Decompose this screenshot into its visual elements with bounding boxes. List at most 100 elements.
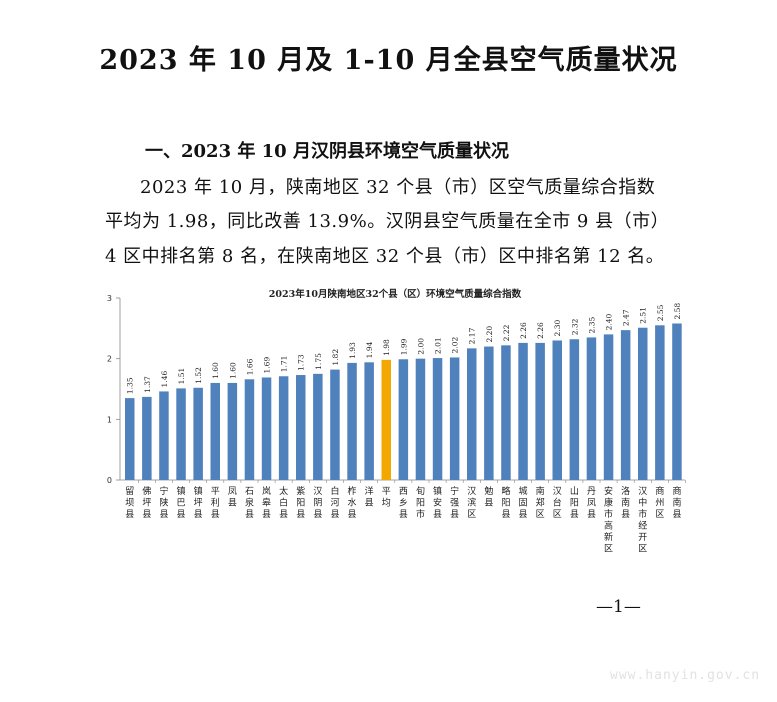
category-label: 汉滨区 xyxy=(467,486,476,520)
bar-value-label: 2.01 xyxy=(434,337,443,354)
bar-value-label: 1.71 xyxy=(280,356,289,373)
section-heading: 一、2023 年 10 月汉阴县环境空气质量状况 xyxy=(145,141,509,162)
category-label: 镇安县 xyxy=(433,485,442,520)
category-label: 汉台区 xyxy=(553,486,562,520)
bar xyxy=(244,379,255,480)
bar xyxy=(415,358,426,480)
category-label: 洛南县 xyxy=(621,485,630,520)
category-label: 太白县 xyxy=(279,485,288,520)
bar xyxy=(535,342,545,480)
category-label: 镇巴县 xyxy=(177,485,186,520)
bar-value-label: 2.17 xyxy=(468,327,477,344)
bar-value-label: 1.99 xyxy=(399,338,408,355)
category-label: 凤县 xyxy=(228,486,237,509)
category-label: 洋县 xyxy=(365,485,374,509)
bar xyxy=(484,346,494,480)
bar-value-label: 1.60 xyxy=(211,362,220,379)
bar xyxy=(159,391,169,480)
bar-value-label: 2.00 xyxy=(416,338,425,355)
bar-value-label: 1.51 xyxy=(177,368,186,385)
bar xyxy=(313,373,323,480)
bar xyxy=(552,340,562,480)
bar xyxy=(398,359,409,480)
bar-value-label: 1.37 xyxy=(143,376,152,393)
bar xyxy=(210,382,220,480)
bar-value-label: 2.35 xyxy=(587,317,596,334)
y-tick-label: 2 xyxy=(107,355,112,364)
document-title: 2023 年 10 月及 1-10 月全县空气质量状况 xyxy=(99,45,678,76)
bar xyxy=(296,375,306,480)
bar xyxy=(330,369,340,480)
bar xyxy=(638,327,648,480)
paragraph-line-1: 2023 年 10 月，陕南地区 32 个县（市）区空气质量综合指数 xyxy=(140,177,656,198)
category-label: 平利县 xyxy=(211,486,220,520)
category-label: 平均 xyxy=(382,486,391,509)
category-label: 柞水县 xyxy=(348,485,357,520)
bar-value-label: 2.51 xyxy=(639,307,648,324)
bar xyxy=(278,376,289,480)
y-tick-label: 0 xyxy=(107,476,112,485)
site-watermark: www.hanyin.gov.cn xyxy=(610,668,761,683)
page-number: —1— xyxy=(596,597,641,617)
category-label: 石泉县 xyxy=(245,487,254,520)
bar xyxy=(586,337,597,480)
category-label: 商南县 xyxy=(672,485,681,520)
category-label: 留坝县 xyxy=(125,485,134,520)
bar-value-label: 1.93 xyxy=(348,342,357,359)
category-label: 白河县 xyxy=(330,485,339,520)
bar-value-label: 2.22 xyxy=(502,324,511,341)
bar xyxy=(227,382,238,480)
category-label: 汉阴县 xyxy=(313,486,322,520)
bar-value-label: 2.55 xyxy=(656,304,665,321)
bar xyxy=(125,398,135,480)
category-label: 商州区 xyxy=(655,485,664,520)
category-label: 岚皋县 xyxy=(262,486,271,520)
bar-value-label: 2.26 xyxy=(519,322,528,339)
bar xyxy=(449,357,460,480)
category-label: 南郑区 xyxy=(536,485,545,520)
bar-value-label: 2.58 xyxy=(673,303,682,320)
chart-title: 2023年10月陕南地区32个县（区）环境空气质量综合指数 xyxy=(269,288,522,300)
bar-value-label: 1.82 xyxy=(331,349,340,366)
bar-value-label: 2.20 xyxy=(485,326,494,343)
category-label: 宁强县 xyxy=(450,485,459,520)
bar xyxy=(193,387,203,480)
bar-value-label: 1.66 xyxy=(245,358,254,375)
bar xyxy=(176,388,186,480)
category-label: 旬阳市 xyxy=(416,485,425,520)
bar-value-label: 1.94 xyxy=(365,341,374,358)
category-label: 丹凤县 xyxy=(587,486,596,520)
bar xyxy=(501,345,511,480)
category-label: 略阳县 xyxy=(501,485,510,520)
bar-value-label: 1.73 xyxy=(297,354,306,371)
bar-value-label: 1.52 xyxy=(194,367,203,384)
category-label: 西乡县 xyxy=(399,486,408,520)
bar xyxy=(142,396,152,480)
category-label: 城固县 xyxy=(519,486,528,520)
bar xyxy=(655,325,665,480)
bar xyxy=(672,323,682,480)
bar xyxy=(381,359,391,480)
bar-value-label: 1.69 xyxy=(263,357,272,374)
bar xyxy=(518,342,528,480)
bar-value-label: 2.26 xyxy=(536,322,545,339)
bar xyxy=(620,330,631,480)
category-label: 紫阳县 xyxy=(296,486,305,520)
air-quality-bar-chart: 2023年10月陕南地区32个县（区）环境空气质量综合指数 0 1 2 3 1.35 留坝县… xyxy=(107,288,686,555)
bar-value-label: 1.46 xyxy=(160,370,169,387)
bar-value-label: 2.47 xyxy=(622,309,631,326)
category-label: 镇坪县 xyxy=(194,485,203,520)
bar xyxy=(432,358,443,480)
category-label: 勉县 xyxy=(484,485,493,509)
bar xyxy=(569,339,580,480)
bar-value-label: 1.35 xyxy=(126,377,135,394)
bar xyxy=(347,362,357,480)
category-label: 宁陕县 xyxy=(159,485,168,520)
bar-value-label: 2.32 xyxy=(570,318,579,335)
bar-value-label: 2.30 xyxy=(553,320,562,337)
bar-value-label: 1.98 xyxy=(382,339,391,356)
y-tick-label: 3 xyxy=(107,294,112,303)
paragraph-line-2: 平均为 1.98，同比改善 13.9%。汉阴县空气质量在全市 9 县（市） xyxy=(105,211,670,232)
bar-value-label: 2.02 xyxy=(451,337,460,354)
bar-value-label: 1.60 xyxy=(228,362,237,379)
